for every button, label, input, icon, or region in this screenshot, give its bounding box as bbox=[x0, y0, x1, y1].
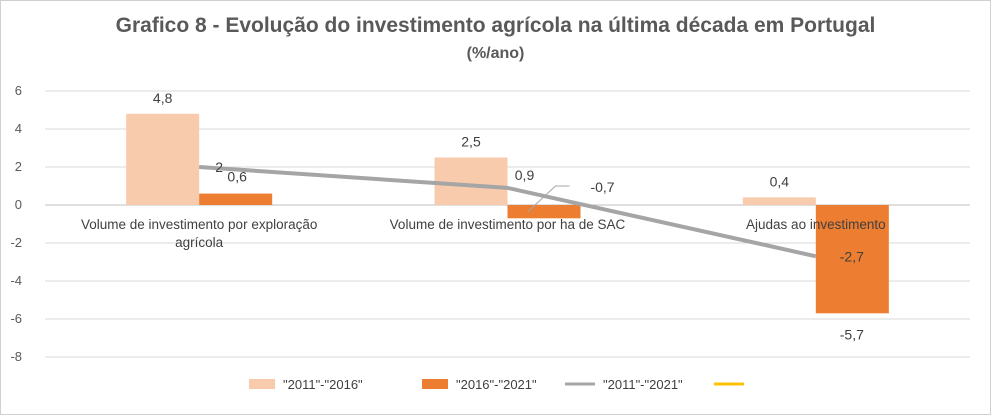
bar-series1 bbox=[743, 197, 816, 205]
legend-swatch bbox=[249, 379, 275, 389]
bar-series2 bbox=[199, 194, 272, 205]
data-label-series3: 0,9 bbox=[515, 167, 535, 183]
bar-series1 bbox=[126, 114, 199, 205]
category-label: Volume de investimento por ha de SAC bbox=[390, 217, 626, 232]
category-label: agrícola bbox=[175, 235, 224, 250]
data-label-series1: 2,5 bbox=[461, 134, 481, 150]
y-tick-label: 0 bbox=[15, 197, 22, 212]
legend-label: "2016"-"2021" bbox=[456, 377, 537, 392]
legend-swatch bbox=[422, 379, 448, 389]
legend-label: "2011"-"2021" bbox=[603, 377, 683, 392]
y-tick-label: -8 bbox=[10, 349, 22, 364]
data-label-series1: 4,8 bbox=[153, 90, 173, 106]
data-label-series1: 0,4 bbox=[770, 173, 790, 189]
data-label-series3: 2 bbox=[215, 159, 223, 175]
y-tick-label: 4 bbox=[15, 121, 22, 136]
legend-label: "2011"-"2016" bbox=[283, 377, 363, 392]
data-label-series3: -2,7 bbox=[840, 248, 864, 264]
y-tick-label: 2 bbox=[15, 159, 22, 174]
data-label-series2: 0,6 bbox=[227, 169, 247, 185]
chart-plot: 6 4 2 0 -2 -4 -6 -8 Volume de investimento por e… bbox=[0, 0, 991, 415]
y-tick-label: -6 bbox=[10, 311, 22, 326]
bar-series1 bbox=[435, 158, 508, 206]
y-tick-label: -2 bbox=[10, 235, 22, 250]
y-tick-label: -4 bbox=[10, 273, 22, 288]
data-label-series2: -0,7 bbox=[590, 179, 614, 195]
category-label: Volume de investimento por exploração bbox=[81, 217, 317, 232]
y-tick-label: 6 bbox=[15, 83, 22, 98]
data-label-series2: -5,7 bbox=[840, 326, 864, 342]
category-label: Ajudas ao investimento bbox=[746, 217, 886, 232]
